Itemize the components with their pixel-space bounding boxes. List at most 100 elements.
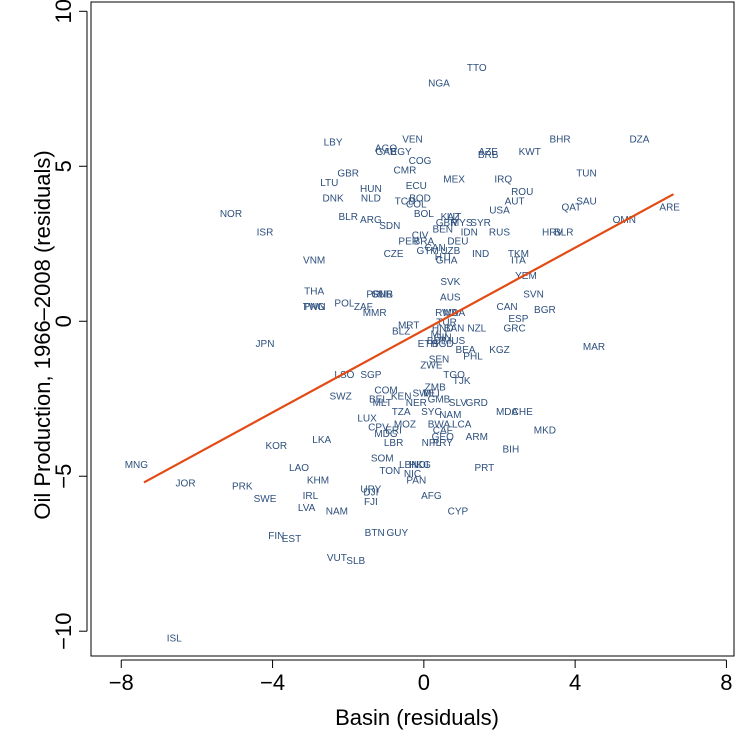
point-label-blz: BLZ bbox=[392, 327, 410, 338]
point-label-nor: NOR bbox=[220, 209, 242, 220]
point-label-bgd: BGD bbox=[432, 339, 454, 350]
point-label-sdn: SDN bbox=[379, 221, 400, 232]
point-label-mrt: MRT bbox=[398, 320, 419, 331]
point-label-com: COM bbox=[374, 385, 397, 396]
point-label-nam: NAM bbox=[439, 410, 461, 421]
point-label-can: CAN bbox=[496, 302, 517, 313]
point-label-bea: BEA bbox=[455, 345, 475, 356]
point-label-blr: BLR bbox=[554, 227, 573, 238]
point-label-cmr: CMR bbox=[394, 165, 417, 176]
point-label-zwe: ZWE bbox=[420, 361, 443, 372]
point-label-egy: EGY bbox=[391, 147, 412, 158]
point-label-lit: LIT bbox=[447, 212, 461, 223]
point-label-fji: FJI bbox=[364, 497, 378, 508]
point-label-ita: ITA bbox=[511, 255, 526, 266]
y-axis: −10 −5 0 5 10 bbox=[51, 0, 88, 650]
point-label-arm: ARM bbox=[466, 432, 488, 443]
point-label-gtm: GTM bbox=[417, 246, 439, 257]
point-label-swz: SWZ bbox=[330, 392, 352, 403]
point-label-mys: MYS bbox=[451, 218, 473, 229]
point-label-ind: IND bbox=[472, 249, 489, 260]
point-label-lso: LSO bbox=[334, 370, 354, 381]
point-label-pol: POL bbox=[334, 299, 354, 310]
point-label-qat: QAT bbox=[561, 203, 581, 214]
point-label-mli: MLI bbox=[423, 389, 440, 400]
point-label-grc: GRC bbox=[504, 323, 526, 334]
y-tick-label: 0 bbox=[51, 315, 76, 327]
point-label-hun: HUN bbox=[360, 184, 382, 195]
point-label-brb: BRB bbox=[478, 150, 499, 161]
point-label-can: CAN bbox=[425, 243, 446, 254]
point-label-jpn: JPN bbox=[256, 339, 275, 350]
point-label-blr: BLR bbox=[338, 212, 357, 223]
point-label-jor: JOR bbox=[176, 478, 196, 489]
point-label-uzb: UZB bbox=[440, 246, 460, 257]
point-label-lux: LUX bbox=[357, 413, 377, 424]
point-label-hkg: HKG bbox=[409, 460, 431, 471]
point-label-kgz: KGZ bbox=[489, 345, 510, 356]
y-axis-title: Oil Production, 1966–2008 (residuals) bbox=[30, 150, 55, 519]
point-label-syc: SYC bbox=[421, 407, 442, 418]
point-label-moz: MOZ bbox=[394, 420, 416, 431]
point-label-ben: BEN bbox=[432, 224, 453, 235]
x-axis: −8 −4 0 4 8 bbox=[109, 659, 733, 695]
fit-line bbox=[143, 193, 675, 484]
point-label-bel: BEL bbox=[369, 395, 388, 406]
point-label-mus: MUS bbox=[443, 336, 466, 347]
point-label-kor: KOR bbox=[265, 441, 287, 452]
point-label-isl: ISL bbox=[167, 633, 182, 644]
point-label-dji: DJI bbox=[363, 488, 378, 499]
point-label-lbn: LBN bbox=[399, 460, 418, 471]
point-label-idn: IDN bbox=[461, 227, 478, 238]
point-label-bhr: BHR bbox=[549, 134, 570, 145]
point-label-nga: NGA bbox=[428, 79, 450, 90]
point-label-prk: PRK bbox=[232, 482, 253, 493]
point-label-grd: GRD bbox=[466, 398, 488, 409]
point-label-mex: MEX bbox=[443, 175, 465, 186]
point-label-mmr: MMR bbox=[363, 308, 387, 319]
point-label-dza: DZA bbox=[629, 134, 649, 145]
point-label-hrv: HRV bbox=[542, 227, 563, 238]
point-label-lka: LKA bbox=[312, 435, 331, 446]
point-label-civ: CIV bbox=[412, 230, 429, 241]
point-label-btn: BTN bbox=[365, 528, 385, 539]
x-tick-label: 0 bbox=[418, 670, 430, 695]
point-label-rou: ROU bbox=[511, 187, 533, 198]
point-label-tto: TTO bbox=[467, 63, 487, 74]
point-label-che: CHE bbox=[512, 407, 533, 418]
point-label-irq: IRQ bbox=[494, 175, 512, 186]
point-label-per: PER bbox=[398, 237, 419, 248]
point-label-cog: COG bbox=[409, 156, 432, 167]
point-label-zaf: ZAF bbox=[354, 302, 373, 313]
point-label-pry: PRY bbox=[433, 438, 454, 449]
y-tick-label: −10 bbox=[51, 613, 76, 650]
point-label-ecu: ECU bbox=[406, 181, 427, 192]
point-label-tkm: TKM bbox=[508, 249, 529, 260]
point-label-gin: GIN bbox=[434, 333, 452, 344]
point-label-gbr: GBR bbox=[436, 218, 458, 229]
point-label-gab: GAB bbox=[375, 147, 396, 158]
point-label-bol: BOL bbox=[414, 209, 434, 220]
point-label-rwa: RWA bbox=[435, 308, 458, 319]
point-label-lbr: LBR bbox=[384, 438, 403, 449]
point-label-som: SOM bbox=[371, 454, 394, 465]
point-label-deu: DEU bbox=[447, 237, 468, 248]
point-label-syr: SYR bbox=[470, 218, 491, 229]
point-label-mng: MNG bbox=[125, 460, 149, 471]
point-label-ndi: NDI bbox=[411, 460, 428, 471]
point-label-prt: PRT bbox=[474, 463, 494, 474]
point-label-eth: ETH bbox=[418, 339, 438, 350]
point-label-bwa: BWA bbox=[428, 420, 451, 431]
point-label-ury: URY bbox=[360, 485, 381, 496]
point-label-npl: NPL bbox=[422, 438, 442, 449]
x-tick-label: 4 bbox=[569, 670, 581, 695]
point-label-twn: TWN bbox=[303, 302, 326, 313]
point-label-bdi: BDI bbox=[427, 336, 444, 347]
point-label-svk: SVK bbox=[440, 277, 460, 288]
point-label-yem: YEM bbox=[515, 271, 537, 282]
point-label-aut: AUT bbox=[505, 196, 525, 207]
plot-frame bbox=[90, 1, 735, 657]
point-label-vut: VUT bbox=[327, 553, 347, 564]
